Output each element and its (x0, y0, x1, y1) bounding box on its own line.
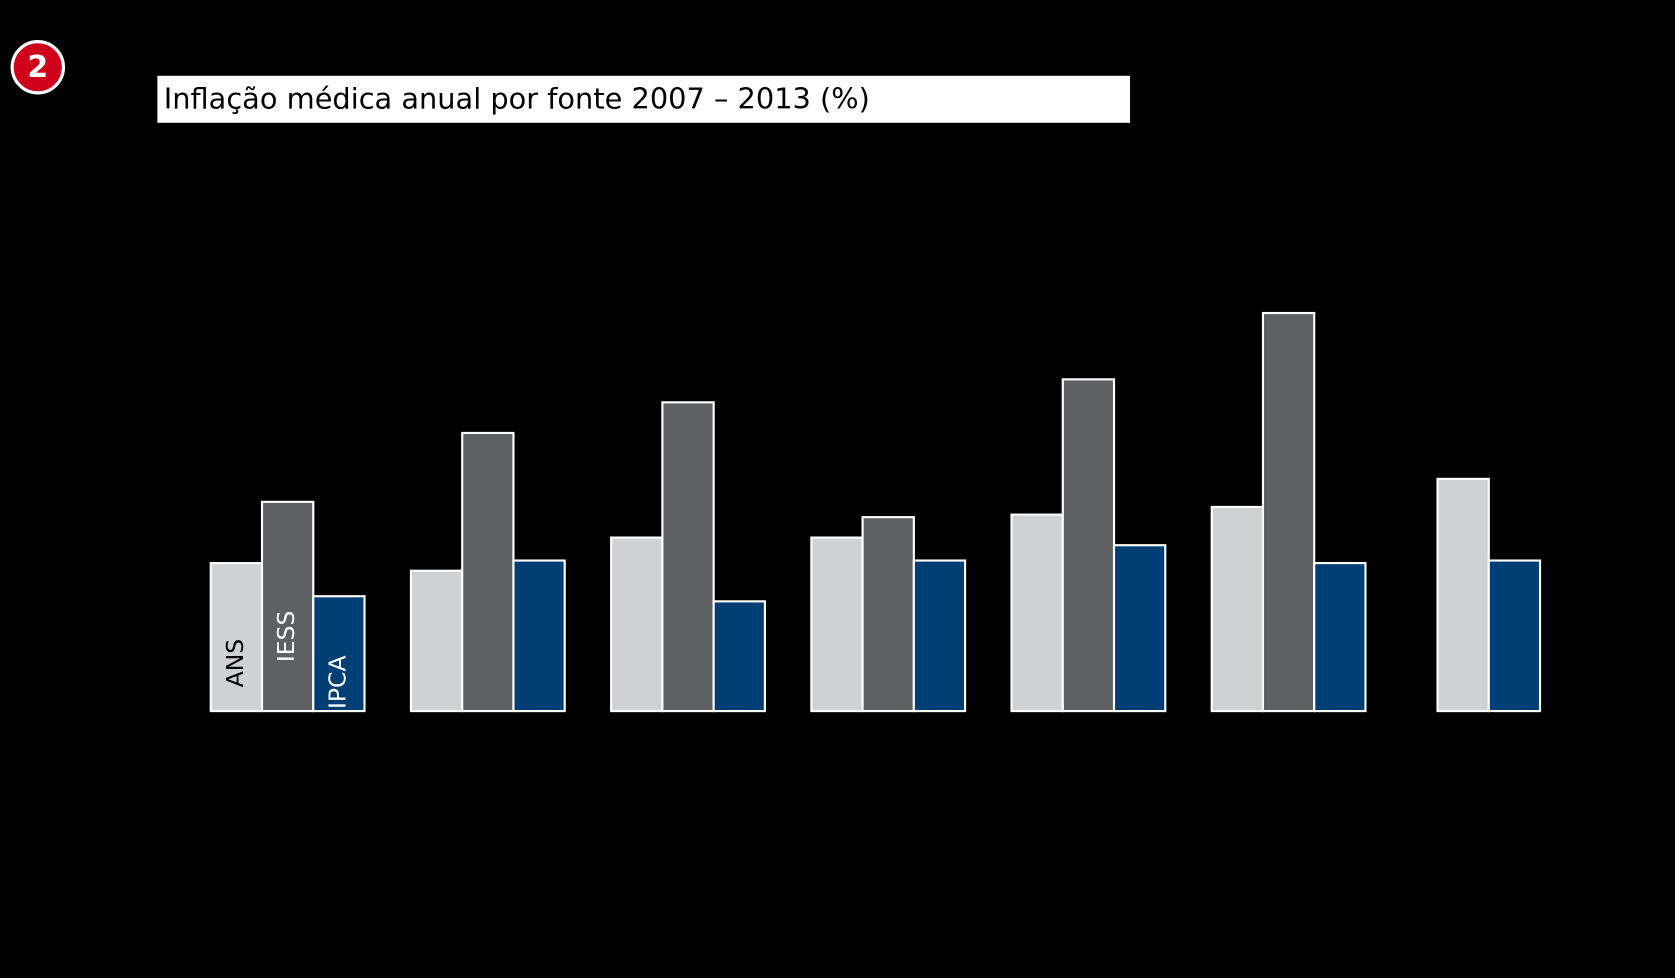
bar (260, 500, 315, 713)
bar (1112, 544, 1167, 713)
bar (409, 569, 464, 713)
bar (512, 559, 566, 713)
bar (912, 559, 967, 713)
bar (1010, 513, 1064, 713)
bar (1436, 477, 1490, 713)
series-label: IPCA (323, 655, 351, 709)
bar (661, 401, 715, 713)
bar (810, 536, 864, 713)
series-label: IESS (272, 611, 300, 663)
bar (1061, 378, 1116, 713)
bar (1487, 559, 1542, 713)
bar (610, 536, 664, 713)
chart-title: Inflação médica anual por fonte 2007 – 2… (164, 81, 870, 115)
bar (861, 516, 915, 713)
bar (712, 600, 766, 713)
title-box (157, 75, 1131, 123)
badge-number: 2 (27, 50, 48, 85)
bar (461, 431, 515, 713)
series-label: ANS (221, 639, 249, 688)
bar (1261, 311, 1316, 713)
bar (1210, 505, 1265, 713)
badge (10, 40, 66, 95)
bar (1313, 562, 1367, 713)
bar (209, 562, 264, 713)
bar (312, 595, 366, 713)
